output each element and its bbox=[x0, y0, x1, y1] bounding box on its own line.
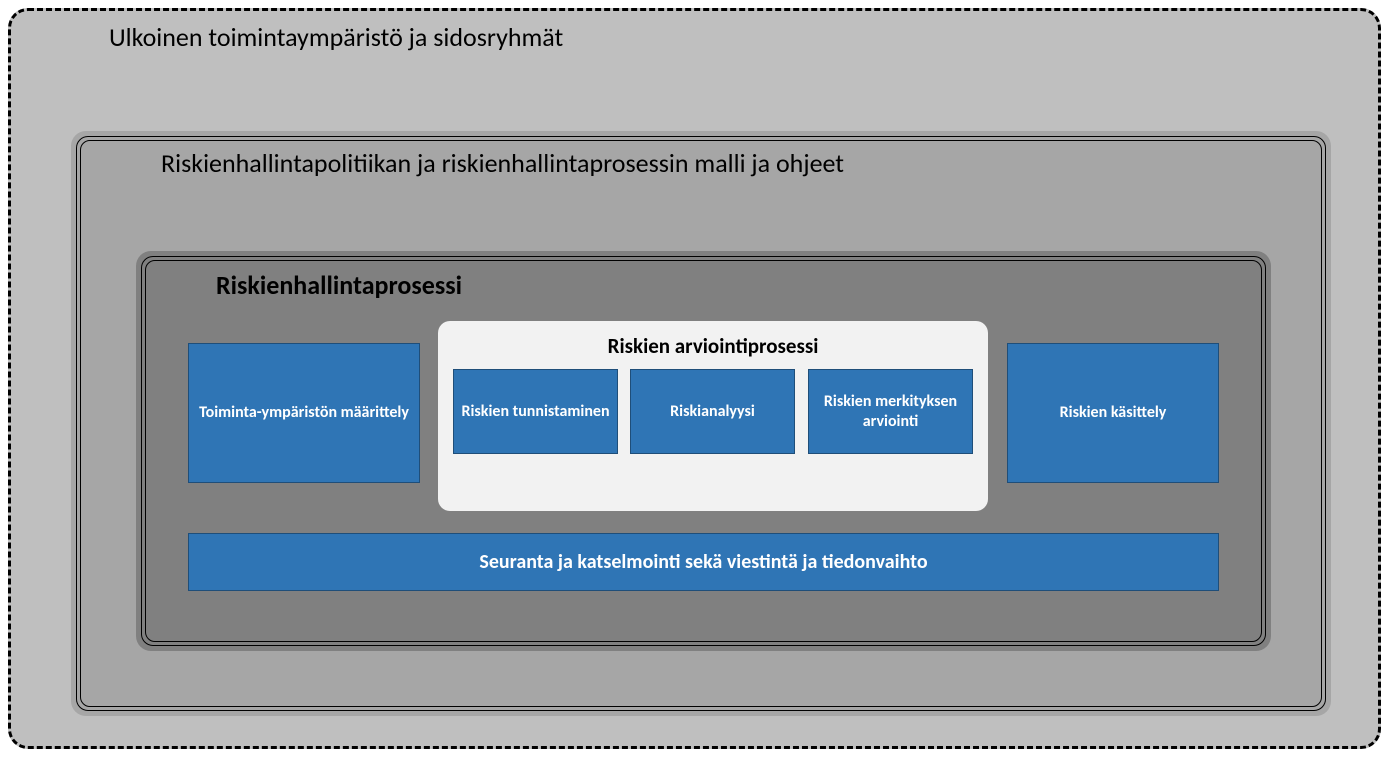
box-toimintaymparisto: Toiminta-ympäristön määrittely bbox=[188, 343, 420, 483]
inner-container: Riskienhallintaprosessi Toiminta-ympäris… bbox=[136, 251, 1271, 651]
box-merkitys: Riskien merkityksen arviointi bbox=[808, 369, 973, 454]
mid-container: Riskienhallintapolitiikan ja riskienhall… bbox=[71, 131, 1331, 716]
assessment-group-container: Riskien arviointiprosessi Riskien tunnis… bbox=[438, 321, 988, 511]
outer-container: Ulkoinen toimintaympäristö ja sidosryhmä… bbox=[8, 8, 1381, 749]
inner-title: Riskienhallintaprosessi bbox=[216, 269, 462, 301]
outer-title: Ulkoinen toimintaympäristö ja sidosryhmä… bbox=[109, 21, 563, 53]
box-tunnistaminen: Riskien tunnistaminen bbox=[453, 369, 618, 454]
mid-title: Riskienhallintapolitiikan ja riskienhall… bbox=[161, 147, 844, 179]
assessment-group-title: Riskien arviointiprosessi bbox=[438, 333, 988, 359]
box-kasittely: Riskien käsittely bbox=[1007, 343, 1219, 483]
box-seuranta: Seuranta ja katselmointi sekä viestintä … bbox=[188, 533, 1219, 591]
box-analyysi: Riskianalyysi bbox=[630, 369, 795, 454]
